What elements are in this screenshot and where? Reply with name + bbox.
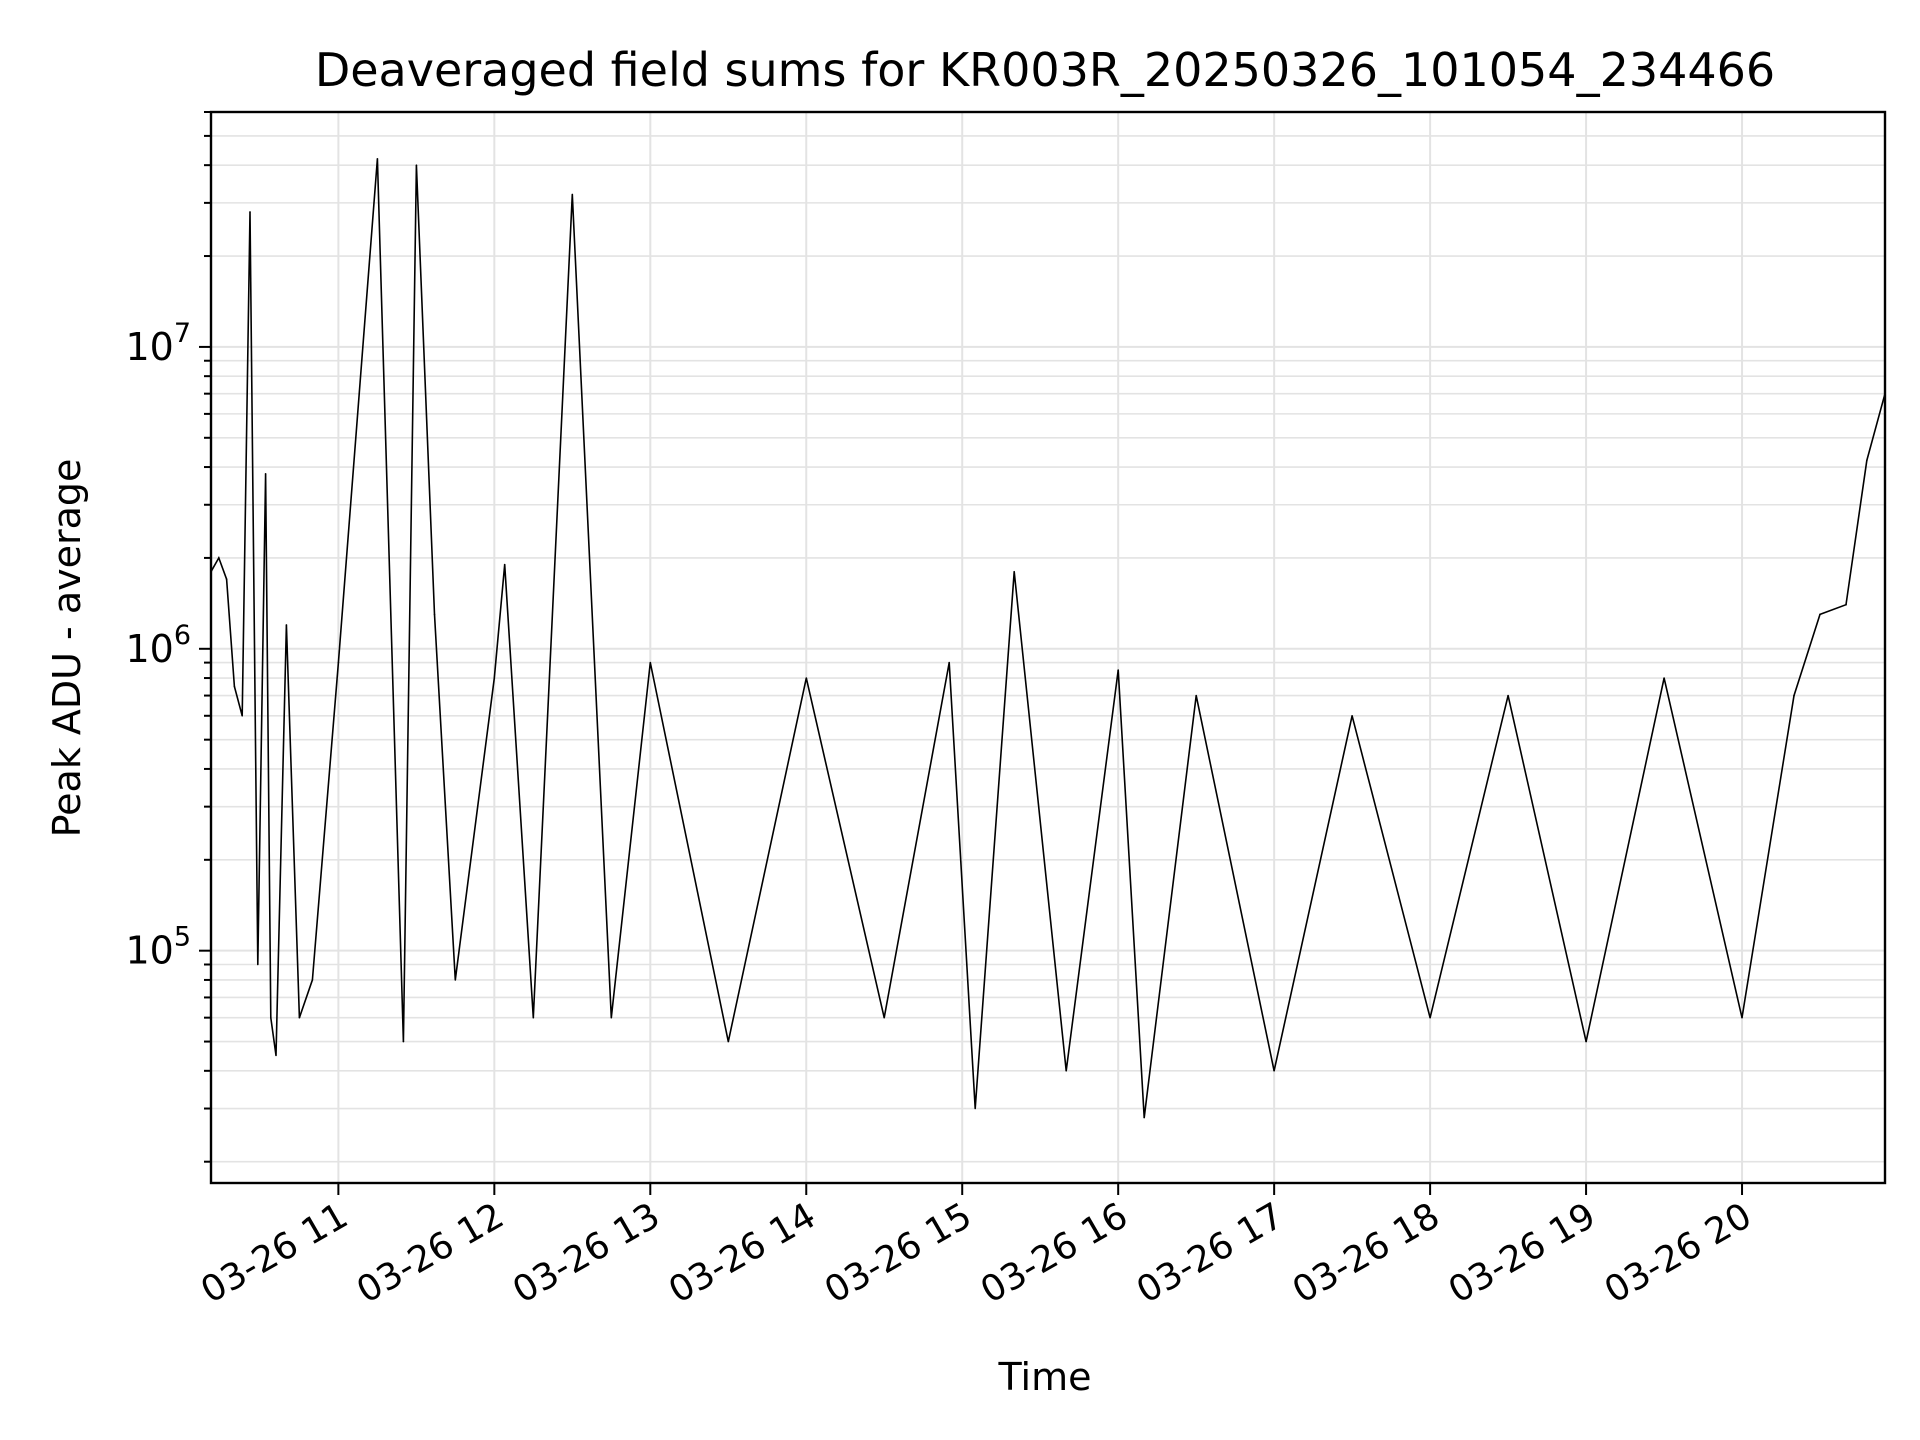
data-point <box>610 1016 613 1019</box>
data-point <box>1866 459 1868 462</box>
data-point <box>883 1016 885 1019</box>
y-tick-exponent: 5 <box>174 922 191 953</box>
data-point <box>454 979 457 981</box>
data-point <box>241 715 243 717</box>
data-point <box>233 685 236 688</box>
data-point <box>1819 613 1821 616</box>
y-tick-base: 10 <box>125 627 173 671</box>
data-point <box>948 661 950 664</box>
data-point <box>727 1040 730 1043</box>
data-point <box>649 661 652 664</box>
y-tick-base: 10 <box>125 929 173 973</box>
data-point <box>433 613 436 616</box>
data-point <box>1741 1016 1743 1019</box>
plot-frame <box>209 110 1887 1185</box>
data-point <box>503 563 506 566</box>
data-point <box>275 1054 277 1057</box>
data-point <box>218 557 220 559</box>
y-axis-label: Peak ADU - average <box>45 459 89 838</box>
data-point <box>493 677 496 679</box>
data-point <box>1065 1070 1067 1072</box>
data-point <box>1793 694 1795 697</box>
data-point <box>1117 669 1119 671</box>
data-point <box>805 677 808 679</box>
data-point <box>1507 694 1509 697</box>
y-tick-exponent: 6 <box>174 620 191 651</box>
data-point <box>1845 603 1847 606</box>
x-axis-label: Time <box>998 1355 1092 1399</box>
data-point <box>532 1016 535 1019</box>
grid-layer <box>211 111 1885 1183</box>
data-point <box>402 1040 405 1043</box>
data-point <box>285 624 288 626</box>
data-point <box>1663 677 1665 679</box>
data-point <box>270 1016 272 1019</box>
data-point <box>1429 1016 1431 1019</box>
y-tick-label: 107 <box>125 318 191 369</box>
data-point <box>415 164 418 166</box>
data-point <box>571 193 574 196</box>
data-point <box>257 963 259 966</box>
data-point <box>1013 570 1015 573</box>
data-point <box>376 158 379 160</box>
data-point <box>249 211 251 213</box>
chart-title: Deaveraged field sums for KR003R_2025032… <box>315 43 1775 97</box>
data-point <box>1585 1040 1587 1043</box>
y-tick-base: 10 <box>125 325 173 369</box>
data-point <box>311 979 314 981</box>
data-point <box>974 1107 976 1110</box>
data-point <box>1143 1116 1145 1119</box>
y-tick-label: 105 <box>125 922 191 973</box>
data-point <box>1195 694 1197 697</box>
y-tick-label: 106 <box>125 620 191 671</box>
data-point <box>337 661 340 664</box>
data-point <box>264 473 267 475</box>
data-point <box>225 578 228 580</box>
y-tick-exponent: 7 <box>174 318 191 349</box>
data-point <box>298 1016 301 1019</box>
data-point <box>1273 1070 1275 1072</box>
data-point <box>1351 715 1353 717</box>
